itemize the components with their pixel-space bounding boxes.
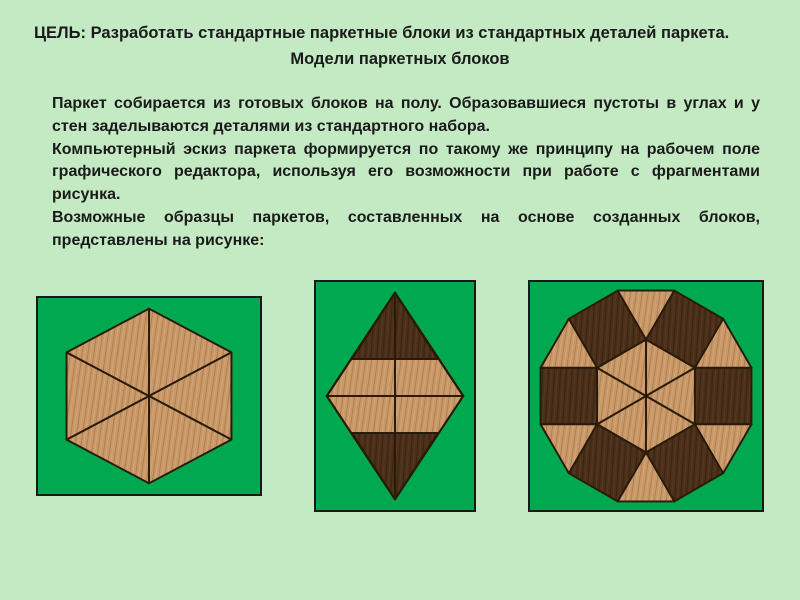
para-2: Компьютерный эскиз паркета формируется п…	[52, 139, 760, 207]
goal-text: ЦЕЛЬ: Разработать стандартные паркетные …	[34, 22, 766, 44]
para-1: Паркет собирается из готовых блоков на п…	[52, 93, 760, 138]
parquet-block-rhombus	[314, 280, 476, 512]
figure-row	[34, 280, 766, 512]
dodecagon-svg	[531, 283, 761, 509]
body-paragraphs: Паркет собирается из готовых блоков на п…	[34, 93, 766, 252]
parquet-block-hexagon	[36, 296, 262, 496]
parquet-block-dodecagon	[528, 280, 764, 512]
hexagon-svg	[39, 299, 259, 493]
rhombus-svg	[317, 283, 473, 509]
subtitle: Модели паркетных блоков	[34, 50, 766, 69]
para-3: Возможные образцы паркетов, составленных…	[52, 207, 760, 252]
